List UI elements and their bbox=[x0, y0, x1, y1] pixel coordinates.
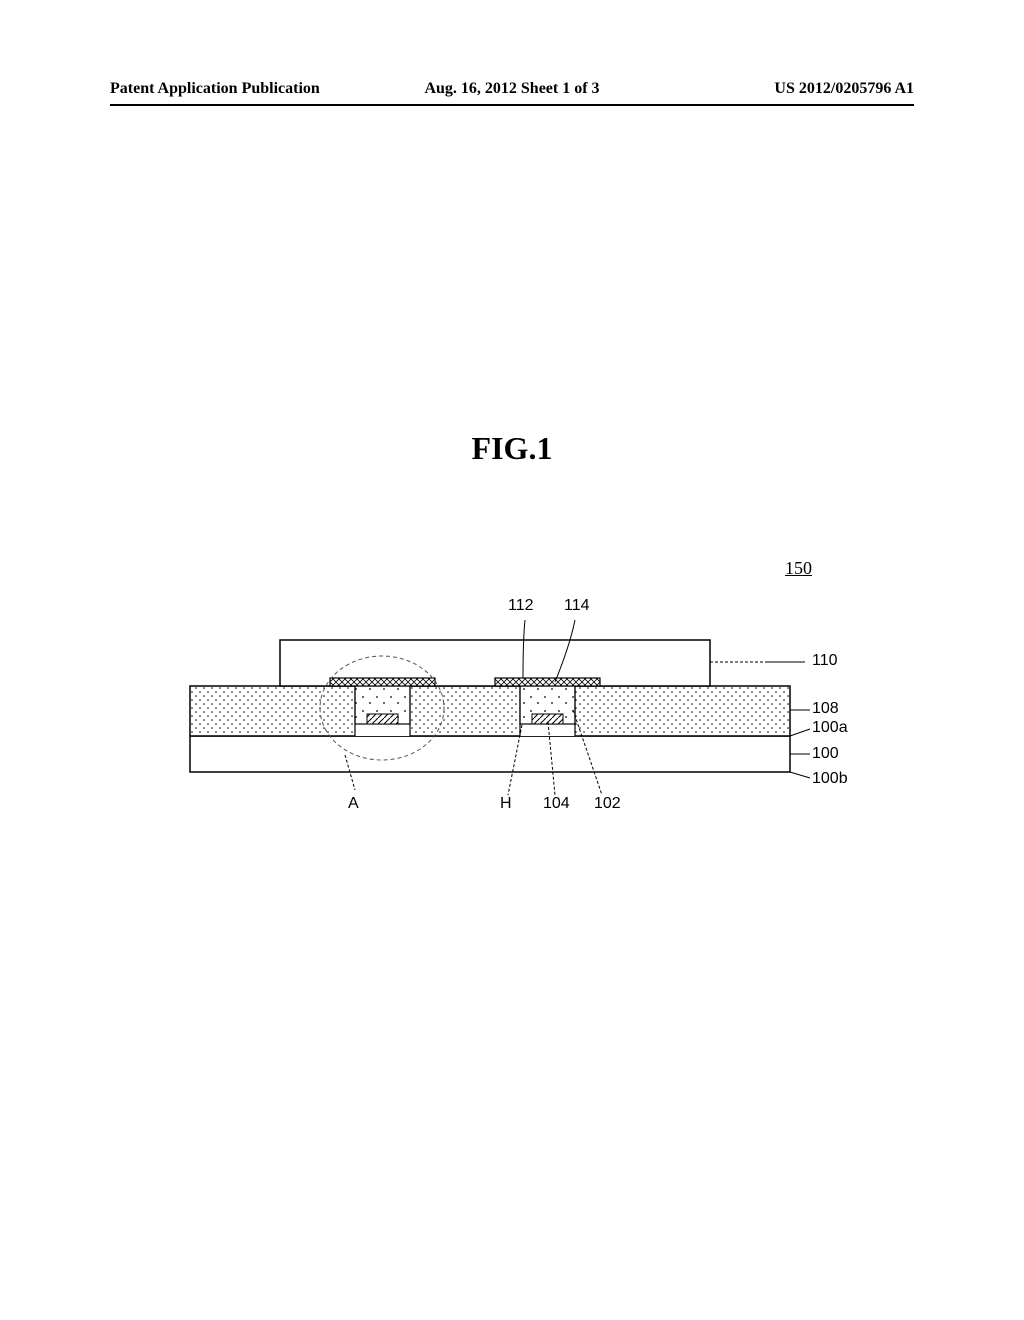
label-100: 100 bbox=[812, 745, 839, 763]
label-114: 114 bbox=[564, 597, 590, 615]
label-110: 110 bbox=[812, 652, 838, 670]
label-102: 102 bbox=[594, 795, 621, 813]
leader-100b bbox=[790, 772, 810, 778]
header-center: Aug. 16, 2012 Sheet 1 of 3 bbox=[378, 80, 646, 98]
header-right: US 2012/0205796 A1 bbox=[646, 80, 914, 98]
label-a: A bbox=[348, 795, 359, 813]
label-104: 104 bbox=[543, 795, 570, 813]
diagram: 112 114 110 108 100a 100 100b A H 104 10… bbox=[150, 610, 850, 890]
leader-100a bbox=[790, 729, 810, 736]
label-108: 108 bbox=[812, 700, 839, 718]
label-100b: 100b bbox=[812, 770, 848, 788]
ref-150: 150 bbox=[785, 558, 812, 579]
diagram-svg bbox=[150, 610, 850, 890]
label-100a: 100a bbox=[812, 719, 848, 737]
figure-title: FIG.1 bbox=[0, 430, 1024, 467]
label-h: H bbox=[500, 795, 512, 813]
layer-108 bbox=[190, 686, 790, 736]
label-112: 112 bbox=[508, 597, 534, 615]
header-rule bbox=[110, 104, 914, 106]
layer-100 bbox=[190, 736, 790, 772]
header-left: Patent Application Publication bbox=[110, 80, 378, 98]
